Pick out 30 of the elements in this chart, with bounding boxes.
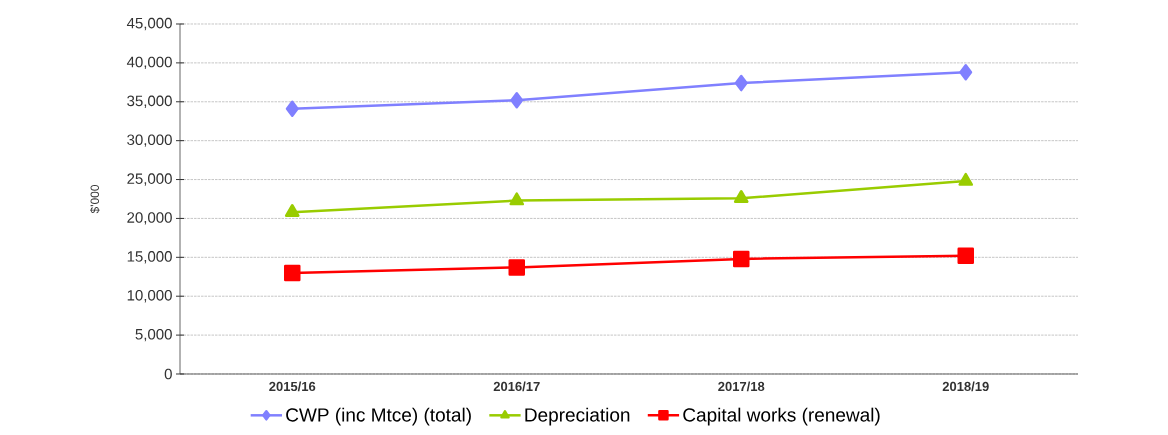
y-tick-label: 5,000	[135, 328, 172, 342]
y-tick-label: 0	[164, 368, 172, 380]
point	[284, 264, 301, 282]
point	[285, 100, 299, 118]
point	[510, 91, 524, 109]
y-tick-label: 10,000	[127, 290, 172, 303]
point	[284, 203, 300, 217]
point	[733, 189, 749, 203]
point	[509, 192, 525, 206]
y-tick-label: 45,000	[126, 17, 172, 31]
point	[734, 74, 748, 92]
point	[733, 250, 750, 268]
point	[508, 259, 525, 276]
x-tick-label: 2015/16	[269, 381, 316, 392]
y-tick-label: 20,000	[127, 212, 172, 225]
legend-label: Depreciation	[525, 407, 630, 426]
y-axis-title: $'000	[90, 184, 100, 214]
y-tick-label: 30,000	[127, 134, 172, 147]
point	[959, 63, 973, 81]
x-tick-label: 2018/19	[942, 381, 989, 392]
y-tick-label: 15,000	[127, 251, 172, 264]
x-tick-label: 2017/18	[718, 381, 765, 392]
point	[958, 172, 974, 186]
y-tick-label: 40,000	[126, 56, 172, 70]
y-tick-label: 25,000	[127, 173, 172, 186]
point	[957, 247, 974, 265]
legend-label: CWP (inc Mtce) (total)	[286, 407, 471, 426]
legend-label: Capital works (renewal)	[683, 407, 880, 426]
y-tick-label: 35,000	[127, 95, 172, 108]
x-tick-label: 2016/17	[493, 381, 540, 392]
